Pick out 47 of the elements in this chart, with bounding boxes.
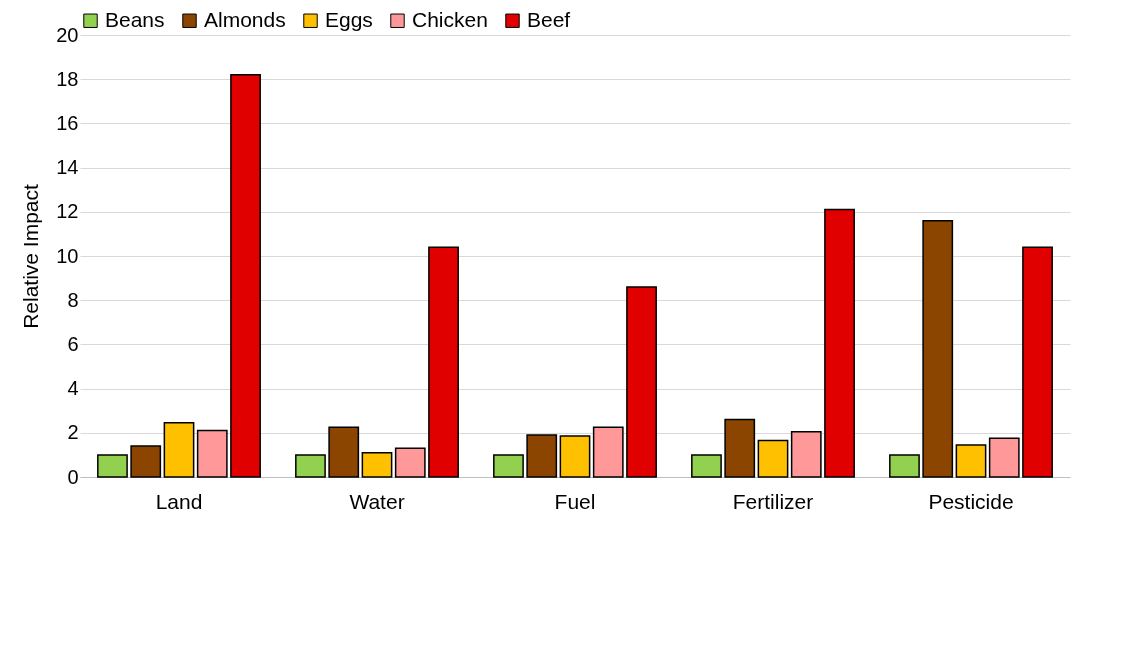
x-tick-label: Fertilizer — [732, 489, 814, 513]
bar — [559, 435, 591, 478]
bar — [988, 437, 1020, 478]
bar — [1022, 246, 1053, 478]
y-tick-label: 8 — [67, 288, 79, 311]
legend-label: Almonds — [204, 7, 286, 31]
bar — [394, 447, 426, 478]
bar — [626, 286, 657, 478]
bar — [724, 418, 756, 478]
y-tick-label: 2 — [67, 421, 79, 444]
y-axis-title: Relative Impact — [19, 183, 43, 329]
y-tick-label: 10 — [56, 244, 79, 267]
bar — [889, 454, 920, 478]
bar — [922, 219, 954, 478]
bar — [130, 445, 162, 478]
bar — [361, 451, 393, 478]
bar — [592, 426, 624, 478]
x-tick-label: Fuel — [554, 489, 596, 513]
bar — [196, 429, 228, 478]
bar — [824, 208, 855, 478]
y-tick-label: 16 — [56, 111, 79, 134]
bar — [163, 422, 195, 478]
x-tick-label: Pesticide — [928, 489, 1014, 513]
bar — [97, 454, 128, 478]
legend-label: Beef — [527, 7, 571, 31]
bar — [230, 74, 261, 478]
legend-label: Beans — [105, 7, 165, 31]
y-tick-label: 12 — [56, 200, 79, 223]
bar — [428, 246, 459, 478]
bar — [526, 434, 558, 478]
x-tick-label: Water — [349, 489, 405, 513]
y-tick-label: 14 — [56, 156, 79, 179]
bar — [691, 454, 722, 478]
y-tick-label: 4 — [67, 377, 79, 400]
bar — [295, 454, 326, 478]
legend-label: Chicken — [412, 7, 488, 31]
x-tick-label: Land — [155, 489, 203, 513]
bar — [790, 430, 822, 478]
y-tick-label: 0 — [67, 465, 79, 488]
bar — [493, 454, 524, 478]
bar — [757, 439, 789, 478]
y-tick-label: 20 — [56, 23, 79, 46]
legend-label: Eggs — [325, 7, 373, 31]
y-tick-label: 6 — [67, 332, 79, 355]
y-tick-label: 18 — [56, 67, 79, 90]
bar — [955, 444, 987, 478]
bar — [328, 426, 360, 478]
